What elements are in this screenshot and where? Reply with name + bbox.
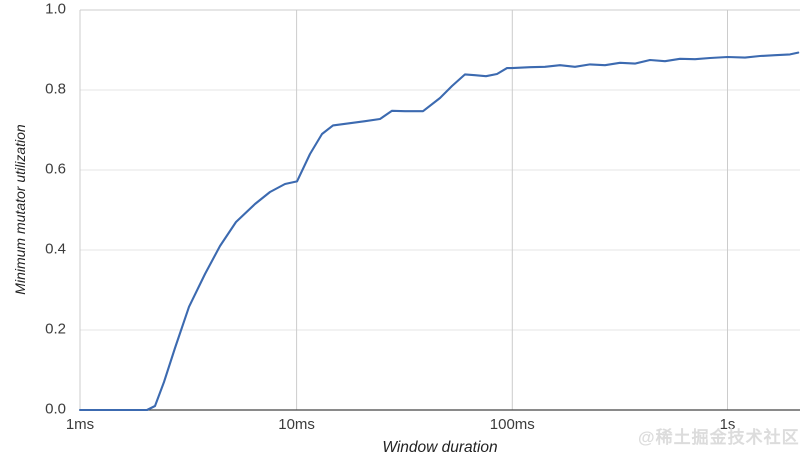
svg-text:0.8: 0.8 (45, 81, 66, 98)
svg-text:100ms: 100ms (490, 416, 535, 433)
svg-text:Window duration: Window duration (382, 439, 497, 456)
svg-text:Minimum mutator utilization: Minimum mutator utilization (12, 124, 28, 295)
svg-text:0.0: 0.0 (45, 401, 66, 418)
svg-text:0.6: 0.6 (45, 161, 66, 178)
svg-text:1.0: 1.0 (45, 1, 66, 18)
svg-text:0.4: 0.4 (45, 241, 66, 258)
svg-text:0.2: 0.2 (45, 321, 66, 338)
svg-text:10ms: 10ms (278, 416, 315, 433)
svg-text:1ms: 1ms (66, 416, 94, 433)
